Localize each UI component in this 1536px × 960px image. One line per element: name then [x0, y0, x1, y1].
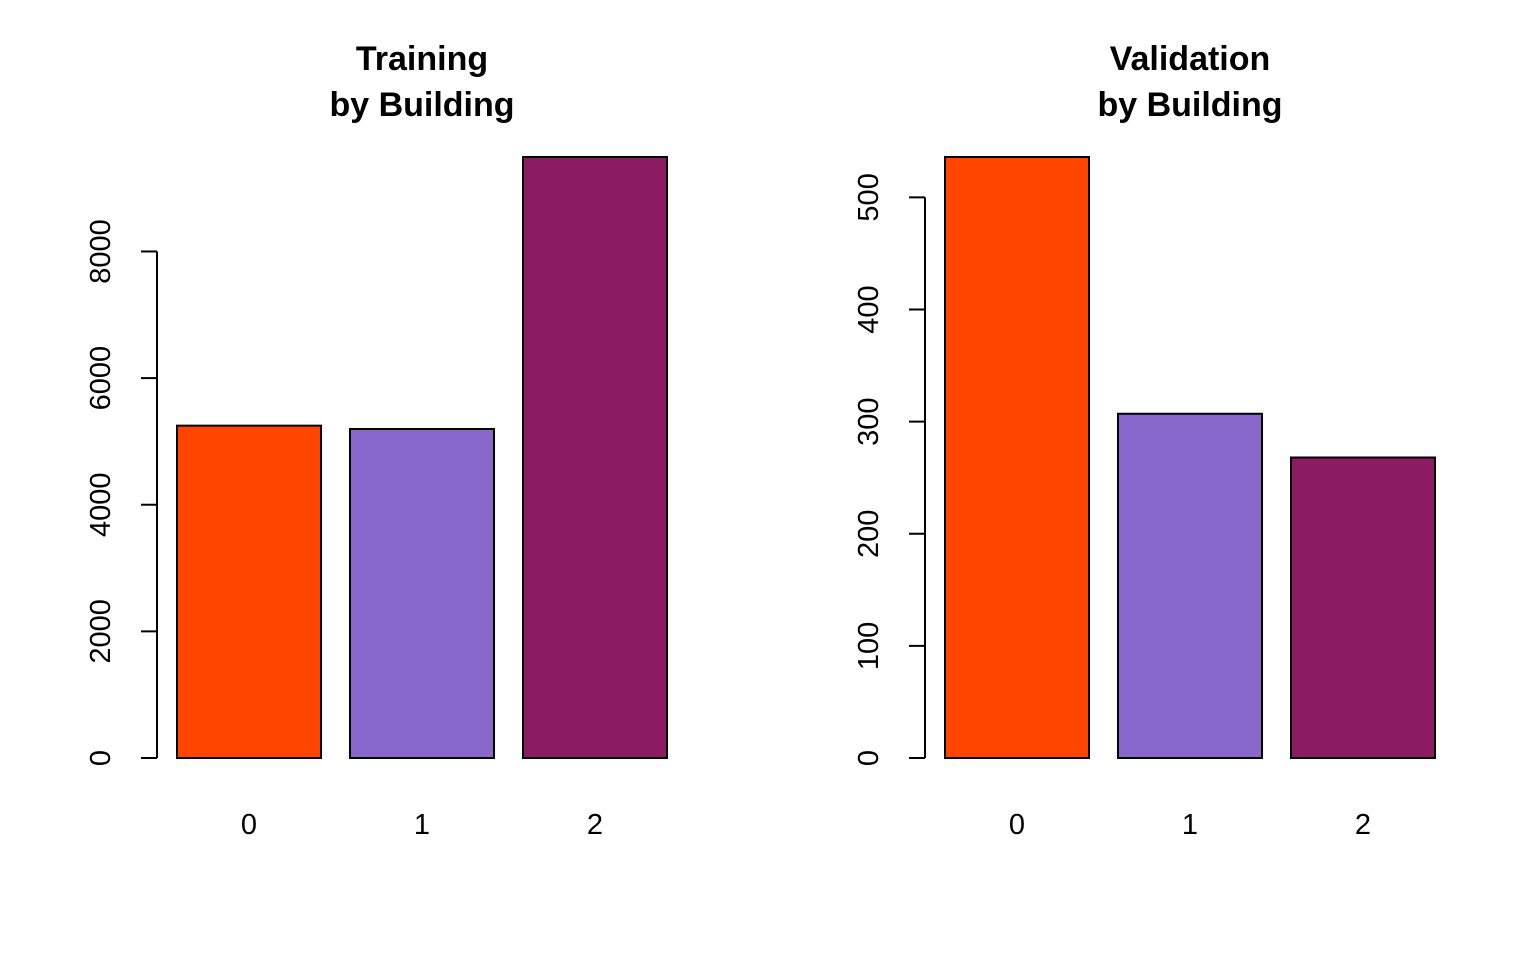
y-tick-label: 6000: [85, 346, 117, 411]
chart-title-line-2: by Building: [1097, 86, 1282, 124]
x-tick-label: 2: [587, 809, 603, 841]
x-tick-label: 0: [1009, 809, 1025, 841]
y-tick-label: 0: [85, 750, 117, 766]
bar-1: [1117, 412, 1263, 759]
chart-title-line-2: by Building: [329, 86, 514, 124]
training-chart: Training by Building 0 2000 4000 6000 8000 0…: [85, 40, 668, 841]
x-tick-label: 0: [241, 809, 257, 841]
y-tick-label: 500: [853, 173, 885, 221]
y-axis: 0 2000 4000 6000 8000: [85, 219, 158, 766]
y-tick-label: 300: [853, 397, 885, 445]
bar-2: [522, 156, 668, 759]
x-tick-label: 1: [414, 809, 430, 841]
bar-2: [1290, 456, 1436, 759]
y-tick-label: 8000: [85, 219, 117, 284]
y-tick-label: 2000: [85, 599, 117, 664]
y-tick-label: 0: [853, 750, 885, 766]
x-axis-labels: 0 1 2: [1009, 809, 1371, 841]
y-tick-label: 100: [853, 622, 885, 670]
x-tick-label: 1: [1182, 809, 1198, 841]
bar-0: [176, 424, 322, 759]
y-tick-label: 4000: [85, 472, 117, 537]
bar-1: [349, 428, 495, 759]
x-tick-label: 2: [1355, 809, 1371, 841]
chart-title-line-1: Training: [356, 40, 488, 78]
y-tick-label: 400: [853, 285, 885, 333]
y-tick-label: 200: [853, 510, 885, 558]
bar-group: [176, 156, 668, 759]
bar-group: [944, 156, 1436, 759]
bar-0: [944, 156, 1090, 759]
chart-title-line-1: Validation: [1110, 40, 1271, 78]
validation-chart: Validation by Building 0100200300400500 …: [853, 40, 1436, 841]
x-axis-labels: 0 1 2: [241, 809, 603, 841]
y-axis: 0 100 200 300 400 500: [853, 173, 926, 766]
